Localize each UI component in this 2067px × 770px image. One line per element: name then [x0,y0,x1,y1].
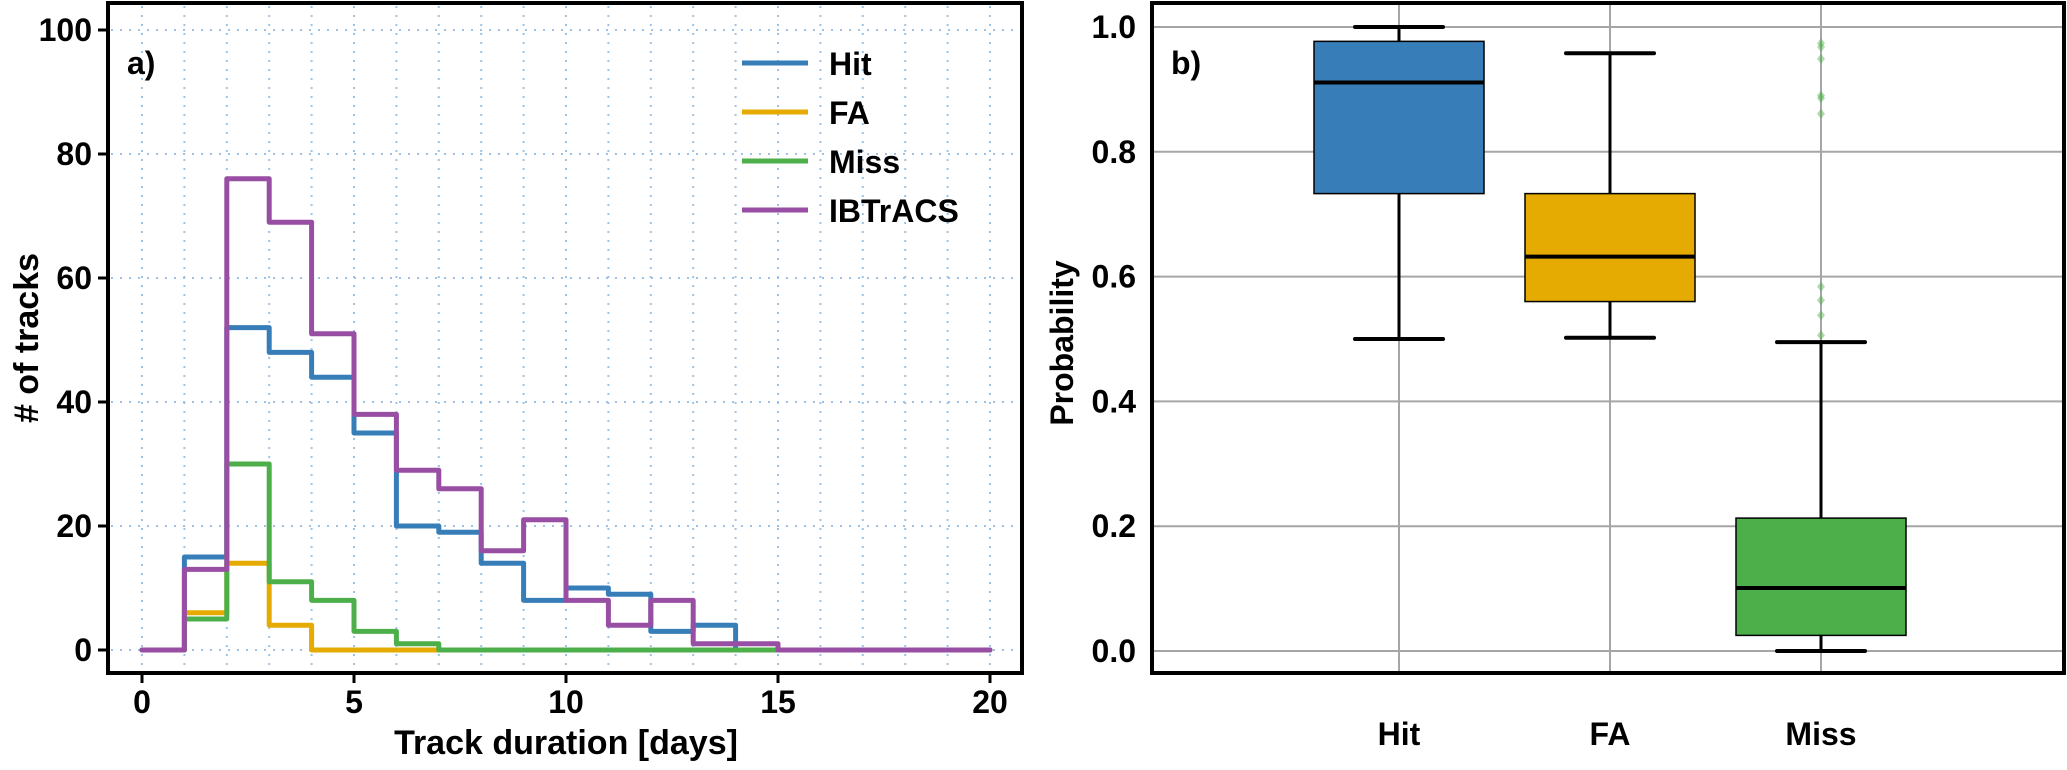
legend-label-fa: FA [829,95,870,131]
histogram-y-axis-label: # of tracks [8,253,46,423]
histogram-x-ticks: 0 5 10 15 20 [133,673,1008,720]
boxplot-boxes [1313,25,1907,653]
box-fa [1524,192,1696,303]
outlier-point-miss [1817,108,1825,119]
histogram-panel: 0 5 10 15 20 0 20 40 60 80 100 a) Track duration … [8,1,1024,762]
boxplot-panel: 0.0 0.2 0.4 0.6 0.8 1.0 Hit FA Miss b) Probabil… [1044,1,2066,752]
legend-label-miss: Miss [829,144,900,180]
box-miss [1735,517,1907,637]
x-tick-label: 20 [972,684,1008,720]
outlier-point-miss [1817,93,1825,104]
histogram-y-ticks: 0 20 40 60 80 100 [39,12,108,668]
histogram-x-axis-label: Track duration [days] [394,724,738,762]
x-tick-label: 10 [548,684,584,720]
outlier-point-miss [1817,53,1825,64]
x-category-label: FA [1590,716,1631,752]
y-tick-label: 0.8 [1092,134,1136,170]
outlier-point-miss [1817,90,1825,101]
outlier-point-miss [1817,38,1825,49]
panel-label-b: b) [1171,45,1201,81]
x-category-label: Miss [1785,716,1856,752]
outlier-point-miss [1817,281,1825,292]
y-tick-label: 20 [56,508,92,544]
boxplot-x-ticks: Hit FA Miss [1378,716,1857,752]
x-category-label: Hit [1378,716,1421,752]
y-tick-label: 0.4 [1092,383,1137,419]
boxplot-y-axis-label: Probability [1044,260,1080,426]
y-tick-label: 60 [56,260,92,296]
panel-label-a: a) [127,45,155,81]
x-tick-label: 0 [133,684,151,720]
legend-label-hit: Hit [829,46,872,82]
y-tick-label: 0.2 [1092,508,1136,544]
series-line-ibtracs [139,176,993,653]
histogram-legend: Hit FA Miss IBTrACS [742,46,959,229]
boxplot-y-ticks: 0.0 0.2 0.4 0.6 0.8 1.0 [1092,9,1137,669]
outlier-point-miss [1817,295,1825,306]
y-tick-label: 40 [56,384,92,420]
box-hit [1313,40,1485,195]
outlier-point-miss [1817,310,1825,321]
legend-label-ibtracs: IBTrACS [829,193,959,229]
x-tick-label: 5 [345,684,363,720]
y-tick-label: 100 [39,12,92,48]
y-tick-label: 0 [74,632,92,668]
histogram-series [139,176,993,653]
y-tick-label: 80 [56,136,92,172]
outlier-point-miss [1817,330,1825,341]
y-tick-label: 0.6 [1092,259,1136,295]
y-tick-label: 0.0 [1092,633,1136,669]
x-tick-label: 15 [760,684,796,720]
outlier-point-miss [1817,41,1825,52]
boxplot-axes-frame [1150,1,2066,675]
y-tick-label: 1.0 [1092,9,1136,45]
